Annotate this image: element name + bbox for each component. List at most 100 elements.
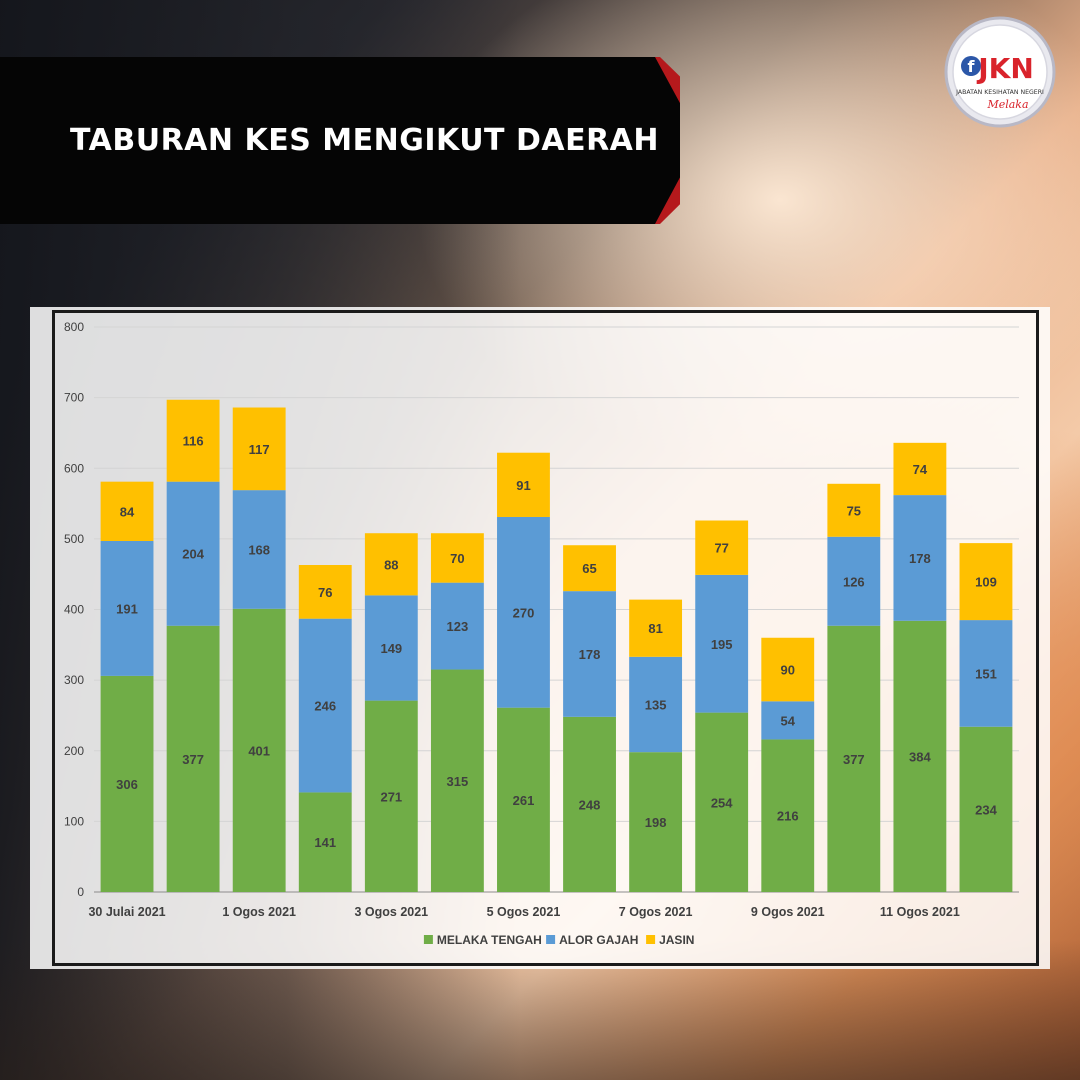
- data-label: 178: [579, 647, 601, 662]
- bar-segment-jasin: [100, 481, 154, 541]
- x-tick-label: 7 Ogos 2021: [619, 905, 693, 919]
- data-label: 195: [711, 637, 733, 652]
- logo-letter: f: [968, 57, 976, 76]
- jkn-logo: f JKN JABATAN KESIHATAN NEGERI Melaka: [944, 16, 1056, 128]
- bar-segment-jasin: [364, 533, 418, 596]
- data-label: 306: [116, 777, 138, 792]
- data-label: 270: [513, 605, 535, 620]
- x-tick-label: 5 Ogos 2021: [487, 905, 561, 919]
- data-label: 401: [248, 743, 270, 758]
- y-tick-label: 500: [64, 532, 84, 546]
- data-label: 271: [380, 789, 402, 804]
- data-label: 248: [579, 797, 601, 812]
- y-tick-label: 200: [64, 744, 84, 758]
- data-label: 178: [909, 551, 931, 566]
- data-label: 90: [781, 663, 795, 678]
- data-label: 116: [183, 434, 204, 449]
- bar-segment-jasin: [497, 452, 550, 517]
- bar-segment-melaka-tengah: [761, 739, 815, 892]
- bar-segment-melaka-tengah: [298, 792, 352, 892]
- data-label: 77: [714, 541, 728, 556]
- data-label: 149: [380, 641, 402, 656]
- bar-segment-melaka-tengah: [629, 752, 683, 892]
- data-label: 91: [516, 478, 530, 493]
- legend-label: ALOR GAJAH: [559, 933, 638, 947]
- banner-background: [0, 57, 680, 224]
- data-label: 109: [975, 575, 997, 590]
- bar-segment-jasin: [563, 545, 616, 592]
- x-tick-label: 30 Julai 2021: [88, 905, 165, 919]
- y-tick-label: 600: [64, 461, 84, 475]
- data-label: 315: [447, 774, 469, 789]
- data-label: 384: [909, 749, 931, 764]
- data-label: 141: [314, 835, 336, 850]
- data-label: 65: [582, 561, 596, 576]
- y-tick-label: 700: [64, 391, 84, 405]
- y-tick-label: 100: [64, 814, 84, 828]
- bar-segment-melaka-tengah: [893, 620, 947, 892]
- bar-segment-jasin: [298, 565, 352, 619]
- x-tick-label: 3 Ogos 2021: [354, 905, 428, 919]
- x-tick-label: 9 Ogos 2021: [751, 905, 825, 919]
- y-tick-label: 400: [64, 603, 84, 617]
- legend-swatch: [646, 935, 656, 944]
- data-label: 216: [777, 809, 799, 824]
- chart-frame: [52, 310, 1039, 966]
- data-label: 75: [847, 503, 861, 518]
- bar-segment-melaka-tengah: [695, 712, 749, 892]
- bar-segment-alor-gajah: [166, 481, 220, 626]
- bar-segment-jasin: [761, 637, 815, 702]
- x-tick-label: 1 Ogos 2021: [222, 905, 296, 919]
- data-label: 254: [711, 795, 733, 810]
- data-label: 246: [314, 699, 336, 714]
- data-label: 151: [975, 666, 997, 681]
- x-tick-label: 11 Ogos 2021: [880, 905, 960, 919]
- bar-segment-jasin: [695, 520, 749, 575]
- data-label: 135: [645, 697, 667, 712]
- bar-segment-alor-gajah: [761, 701, 815, 740]
- bar-segment-alor-gajah: [298, 618, 352, 793]
- bar-segment-alor-gajah: [232, 490, 286, 609]
- bar-segment-alor-gajah: [959, 620, 1013, 727]
- bar-segment-melaka-tengah: [497, 707, 550, 892]
- data-label: 377: [182, 752, 204, 767]
- page-title: TABURAN KES MENGIKUT DAERAH: [70, 123, 660, 158]
- data-label: 117: [249, 442, 270, 457]
- data-label: 377: [843, 752, 865, 767]
- bar-segment-jasin: [629, 599, 683, 657]
- data-label: 88: [384, 557, 398, 572]
- bar-segment-alor-gajah: [629, 656, 683, 753]
- data-label: 191: [116, 601, 138, 616]
- bar-segment-alor-gajah: [364, 595, 418, 701]
- data-label: 123: [447, 619, 469, 634]
- logo-org: JABATAN KESIHATAN NEGERI: [955, 89, 1044, 96]
- bar-segment-melaka-tengah: [430, 669, 484, 892]
- legend-label: MELAKA TENGAH: [437, 933, 542, 947]
- data-label: 70: [450, 551, 464, 566]
- y-tick-label: 300: [64, 673, 84, 687]
- logo-mark: JKN: [976, 52, 1034, 85]
- data-label: 234: [975, 802, 997, 817]
- title-banner: [0, 57, 680, 224]
- bar-segment-alor-gajah: [430, 582, 484, 670]
- data-label: 204: [182, 547, 204, 562]
- bar-segment-melaka-tengah: [232, 608, 286, 892]
- legend-label: JASIN: [659, 933, 694, 947]
- bar-segment-melaka-tengah: [563, 716, 616, 892]
- data-label: 74: [913, 462, 928, 477]
- bar-segment-jasin: [166, 399, 220, 482]
- bar-segment-melaka-tengah: [166, 625, 220, 892]
- data-label: 76: [318, 585, 332, 600]
- data-label: 54: [781, 713, 796, 728]
- legend-swatch: [423, 935, 433, 944]
- bar-segment-alor-gajah: [497, 516, 550, 708]
- bar-segment-jasin: [232, 407, 286, 491]
- bar-segment-melaka-tengah: [827, 625, 881, 892]
- legend-swatch: [546, 935, 556, 944]
- bar-segment-alor-gajah: [100, 540, 154, 676]
- bar-segment-jasin: [430, 533, 484, 583]
- bar-segment-melaka-tengah: [100, 675, 154, 892]
- bar-segment-alor-gajah: [893, 495, 947, 621]
- data-label: 198: [645, 815, 667, 830]
- data-label: 81: [648, 621, 662, 636]
